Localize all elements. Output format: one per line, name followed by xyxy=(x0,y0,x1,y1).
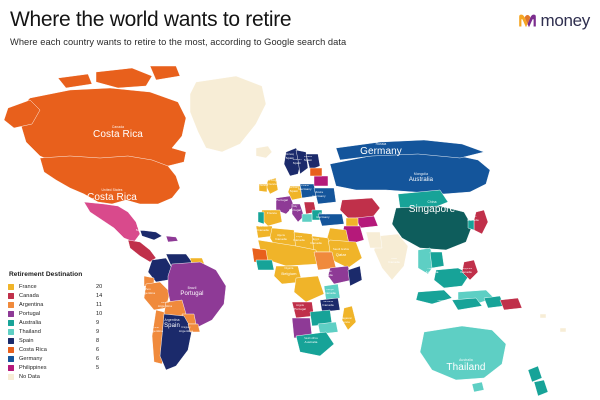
legend-swatch xyxy=(8,283,14,290)
legend-value: 11 xyxy=(96,301,102,308)
legend-item[interactable]: Australia 9 xyxy=(8,318,112,327)
legend-item[interactable]: Germany 6 xyxy=(8,355,112,364)
legend-value: 14 xyxy=(96,292,103,299)
legend-label: Portugal xyxy=(19,310,41,317)
legend-item[interactable]: Philippines 5 xyxy=(8,364,112,373)
legend-swatch xyxy=(8,347,14,354)
legend-item[interactable]: No Data xyxy=(8,373,112,382)
legend-item[interactable]: France 20 xyxy=(8,282,112,291)
legend-value: 10 xyxy=(96,310,103,317)
legend-swatch xyxy=(8,374,14,381)
legend-swatch xyxy=(8,301,14,308)
money-m-logo-icon xyxy=(519,14,537,28)
legend-swatch xyxy=(8,292,14,299)
legend-swatch xyxy=(8,310,14,317)
legend-label: Canada xyxy=(19,292,39,299)
legend-swatch xyxy=(8,329,14,336)
page-title: Where the world wants to retire xyxy=(10,8,292,31)
legend-value: 20 xyxy=(96,283,103,290)
legend-swatch xyxy=(8,356,14,363)
legend-rows: France 20 Canada 14 Argentina 11 Portugal 10 Aus… xyxy=(8,282,112,382)
legend-item[interactable]: Argentina 11 xyxy=(8,300,112,309)
legend-label: Spain xyxy=(19,338,34,345)
legend-label: Thailand xyxy=(19,329,41,336)
country-shapes xyxy=(3,65,567,397)
legend-label: No Data xyxy=(19,374,40,381)
legend-item[interactable]: Costa Rica 6 xyxy=(8,346,112,355)
legend-item[interactable]: Spain 8 xyxy=(8,337,112,346)
brand-name: money xyxy=(540,11,590,30)
page-subtitle: Where each country wants to retire to th… xyxy=(10,37,347,47)
legend-label: Philippines xyxy=(19,365,47,372)
legend: Retirement Destination France 20 Canada 14 A… xyxy=(8,271,112,382)
legend-value: 9 xyxy=(96,329,100,336)
legend-swatch xyxy=(8,338,14,345)
legend-item[interactable]: Portugal 10 xyxy=(8,309,112,318)
legend-label: France xyxy=(19,283,37,290)
legend-value: 8 xyxy=(96,338,100,345)
legend-item[interactable]: Canada 14 xyxy=(8,291,112,300)
legend-label: Argentina xyxy=(19,301,44,308)
legend-title: Retirement Destination xyxy=(9,271,83,278)
legend-value: 9 xyxy=(96,319,100,326)
legend-label: Costa Rica xyxy=(19,347,47,354)
legend-swatch xyxy=(8,365,14,372)
legend-label: Germany xyxy=(19,356,43,363)
brand-logo[interactable]: money xyxy=(518,11,590,30)
legend-item[interactable]: Thailand 9 xyxy=(8,327,112,336)
legend-value: 6 xyxy=(96,347,100,354)
legend-swatch xyxy=(8,319,14,326)
legend-label: Australia xyxy=(19,319,42,326)
header: Where the world wants to retire Where ea… xyxy=(10,8,510,48)
legend-value: 5 xyxy=(96,365,100,372)
legend-value: 6 xyxy=(96,356,100,363)
world-map-svg xyxy=(0,52,600,400)
